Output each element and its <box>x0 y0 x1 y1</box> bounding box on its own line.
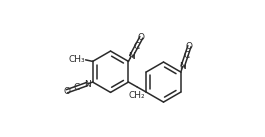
Text: N: N <box>84 79 91 89</box>
Text: CH₂: CH₂ <box>129 91 145 100</box>
Text: N: N <box>179 62 186 71</box>
Text: O: O <box>63 87 70 96</box>
Text: C: C <box>134 42 140 51</box>
Text: CH₃: CH₃ <box>68 55 85 64</box>
Text: O: O <box>186 42 193 51</box>
Text: C: C <box>183 51 189 60</box>
Text: C: C <box>73 83 79 92</box>
Text: O: O <box>138 33 145 42</box>
Text: N: N <box>128 52 135 61</box>
